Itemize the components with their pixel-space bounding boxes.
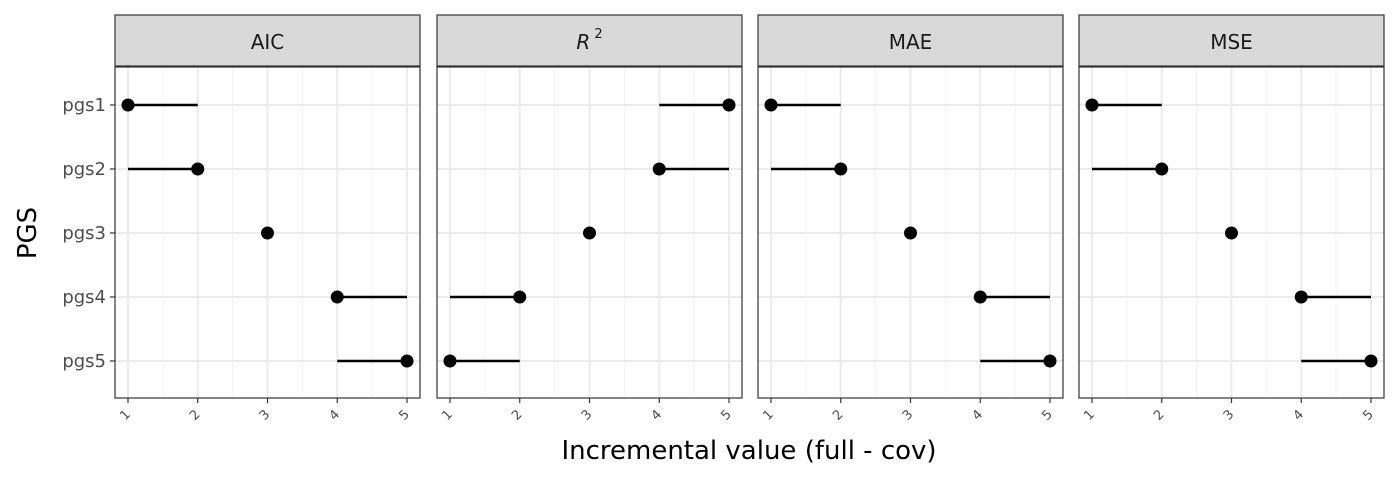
x-tick-label: 4 [970, 407, 986, 423]
y-tick-label: pgs3 [62, 223, 106, 244]
facet-panel: MAE 1 2 3 4 5 [757, 14, 1064, 424]
data-point [973, 290, 987, 304]
x-tick-label: 2 [509, 407, 525, 423]
data-point [1043, 354, 1057, 368]
facet-strip [1078, 14, 1385, 67]
y-tick-label: pgs5 [62, 351, 106, 372]
facet-panel: AIC 1 2 3 4 5 [114, 14, 421, 424]
data-point [261, 226, 274, 240]
facet-strip-label: MAE [889, 30, 933, 54]
x-tick-label: 5 [1360, 407, 1376, 423]
x-tick-label: 2 [1151, 407, 1167, 423]
y-tick-label: pgs2 [62, 159, 106, 180]
data-point [330, 290, 344, 304]
x-tick-label: 1 [117, 407, 133, 423]
facet-strip-label: MSE [1210, 30, 1253, 54]
data-point [1364, 354, 1378, 368]
facet-strip-label-superscript: 2 [594, 27, 602, 42]
x-tick-label: 1 [439, 407, 455, 423]
x-tick-label: 2 [830, 407, 846, 423]
facet-strip [114, 14, 421, 67]
data-point [764, 98, 778, 112]
facet-panel: R 21 2 3 4 5 [436, 14, 743, 424]
x-tick-label: 3 [900, 407, 916, 423]
facet-strip-label-main: R [576, 30, 590, 54]
y-axis-ticks: pgs1 pgs2 pgs3 pgs4 pgs5 [62, 95, 115, 372]
data-point [400, 354, 414, 368]
y-tick-label: pgs4 [62, 287, 106, 308]
x-tick-label: 4 [1291, 407, 1307, 423]
facet-strip-label: AIC [251, 30, 285, 54]
x-tick-label: 1 [760, 407, 776, 423]
data-point [191, 162, 205, 176]
x-tick-label: 2 [187, 407, 203, 423]
data-point [1225, 226, 1238, 240]
data-point [904, 226, 917, 240]
x-tick-label: 4 [327, 407, 343, 423]
data-point [1085, 98, 1099, 112]
facet-panel: MSE 1 2 3 4 5 [1078, 14, 1385, 424]
data-point [583, 226, 596, 240]
x-tick-label: 1 [1081, 407, 1097, 423]
x-axis-title: Incremental value (full - cov) [561, 436, 936, 466]
x-tick-label: 3 [257, 407, 273, 423]
data-point [443, 354, 457, 368]
x-tick-label: 5 [718, 407, 734, 423]
data-point [121, 98, 135, 112]
data-point [652, 162, 666, 176]
data-point [1155, 162, 1169, 176]
facet-strip [757, 14, 1064, 67]
y-tick-label: pgs1 [62, 95, 106, 116]
data-point [1294, 290, 1308, 304]
x-tick-label: 4 [649, 407, 665, 423]
x-tick-label: 3 [579, 407, 595, 423]
facet-strip [436, 14, 743, 67]
x-tick-label: 5 [396, 407, 412, 423]
x-tick-label: 3 [1221, 407, 1237, 423]
data-point [513, 290, 527, 304]
y-axis-title: PGS [13, 207, 43, 259]
data-point [834, 162, 848, 176]
data-point [722, 98, 736, 112]
x-tick-label: 5 [1039, 407, 1055, 423]
